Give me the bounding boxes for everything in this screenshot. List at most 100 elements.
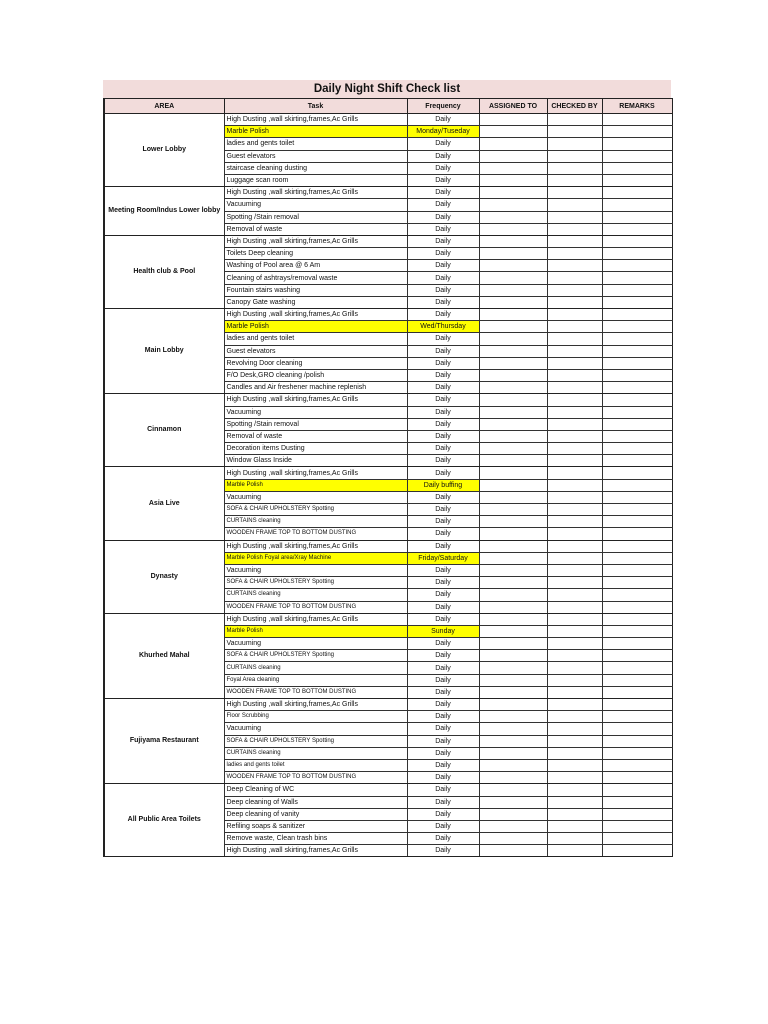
assigned-to-cell[interactable] bbox=[478, 234, 548, 249]
checked-by-cell[interactable] bbox=[546, 844, 603, 858]
assigned-to-cell[interactable] bbox=[478, 149, 548, 163]
assigned-to-cell[interactable] bbox=[478, 307, 548, 322]
remarks-cell[interactable] bbox=[601, 527, 673, 541]
checked-by-cell[interactable] bbox=[546, 563, 603, 578]
checked-by-cell[interactable] bbox=[546, 149, 603, 163]
remarks-cell[interactable] bbox=[601, 173, 673, 188]
checked-by-cell[interactable] bbox=[546, 490, 603, 505]
checked-by-cell[interactable] bbox=[546, 758, 603, 773]
remarks-cell[interactable] bbox=[601, 137, 673, 151]
assigned-to-cell[interactable] bbox=[478, 795, 548, 809]
checked-by-cell[interactable] bbox=[546, 137, 603, 151]
assigned-to-cell[interactable] bbox=[478, 722, 548, 736]
remarks-cell[interactable] bbox=[601, 649, 673, 663]
remarks-cell[interactable] bbox=[601, 612, 673, 626]
remarks-cell[interactable] bbox=[601, 454, 673, 468]
checked-by-cell[interactable] bbox=[546, 624, 603, 639]
remarks-cell[interactable] bbox=[601, 368, 673, 383]
assigned-to-cell[interactable] bbox=[478, 332, 548, 346]
remarks-cell[interactable] bbox=[601, 271, 673, 285]
remarks-cell[interactable] bbox=[601, 442, 673, 456]
remarks-cell[interactable] bbox=[601, 661, 673, 675]
assigned-to-cell[interactable] bbox=[478, 844, 548, 858]
remarks-cell[interactable] bbox=[601, 198, 673, 212]
remarks-cell[interactable] bbox=[601, 783, 673, 797]
remarks-cell[interactable] bbox=[601, 771, 673, 785]
checked-by-cell[interactable] bbox=[546, 819, 603, 834]
assigned-to-cell[interactable] bbox=[478, 588, 548, 602]
assigned-to-cell[interactable] bbox=[478, 612, 548, 626]
checked-by-cell[interactable] bbox=[546, 234, 603, 249]
remarks-cell[interactable] bbox=[601, 344, 673, 358]
assigned-to-cell[interactable] bbox=[478, 758, 548, 773]
remarks-cell[interactable] bbox=[601, 478, 673, 492]
remarks-cell[interactable] bbox=[601, 295, 673, 310]
assigned-to-cell[interactable] bbox=[478, 393, 548, 407]
remarks-cell[interactable] bbox=[601, 320, 673, 334]
remarks-cell[interactable] bbox=[601, 186, 673, 200]
remarks-cell[interactable] bbox=[601, 624, 673, 639]
checked-by-cell[interactable] bbox=[546, 588, 603, 602]
checked-by-cell[interactable] bbox=[546, 368, 603, 383]
assigned-to-cell[interactable] bbox=[478, 637, 548, 651]
assigned-to-cell[interactable] bbox=[478, 405, 548, 419]
checked-by-cell[interactable] bbox=[546, 612, 603, 626]
assigned-to-cell[interactable] bbox=[478, 259, 548, 273]
assigned-to-cell[interactable] bbox=[478, 685, 548, 700]
assigned-to-cell[interactable] bbox=[478, 222, 548, 236]
assigned-to-cell[interactable] bbox=[478, 649, 548, 663]
checked-by-cell[interactable] bbox=[546, 393, 603, 407]
checked-by-cell[interactable] bbox=[546, 527, 603, 541]
remarks-cell[interactable] bbox=[601, 466, 673, 480]
checked-by-cell[interactable] bbox=[546, 198, 603, 212]
assigned-to-cell[interactable] bbox=[478, 661, 548, 675]
remarks-cell[interactable] bbox=[601, 234, 673, 249]
checked-by-cell[interactable] bbox=[546, 259, 603, 273]
checked-by-cell[interactable] bbox=[546, 551, 603, 565]
checked-by-cell[interactable] bbox=[546, 600, 603, 614]
assigned-to-cell[interactable] bbox=[478, 137, 548, 151]
assigned-to-cell[interactable] bbox=[478, 710, 548, 724]
checked-by-cell[interactable] bbox=[546, 466, 603, 480]
remarks-cell[interactable] bbox=[601, 356, 673, 370]
assigned-to-cell[interactable] bbox=[478, 271, 548, 285]
remarks-cell[interactable] bbox=[601, 393, 673, 407]
checked-by-cell[interactable] bbox=[546, 295, 603, 310]
checked-by-cell[interactable] bbox=[546, 734, 603, 748]
assigned-to-cell[interactable] bbox=[478, 624, 548, 639]
assigned-to-cell[interactable] bbox=[478, 746, 548, 760]
checked-by-cell[interactable] bbox=[546, 783, 603, 797]
checked-by-cell[interactable] bbox=[546, 454, 603, 468]
assigned-to-cell[interactable] bbox=[478, 515, 548, 529]
checked-by-cell[interactable] bbox=[546, 795, 603, 809]
remarks-cell[interactable] bbox=[601, 697, 673, 712]
remarks-cell[interactable] bbox=[601, 417, 673, 431]
assigned-to-cell[interactable] bbox=[478, 210, 548, 224]
assigned-to-cell[interactable] bbox=[478, 356, 548, 370]
remarks-cell[interactable] bbox=[601, 502, 673, 517]
assigned-to-cell[interactable] bbox=[478, 600, 548, 614]
remarks-cell[interactable] bbox=[601, 125, 673, 139]
checked-by-cell[interactable] bbox=[546, 344, 603, 358]
checked-by-cell[interactable] bbox=[546, 539, 603, 553]
checked-by-cell[interactable] bbox=[546, 381, 603, 395]
remarks-cell[interactable] bbox=[601, 722, 673, 736]
checked-by-cell[interactable] bbox=[546, 746, 603, 760]
checked-by-cell[interactable] bbox=[546, 173, 603, 188]
checked-by-cell[interactable] bbox=[546, 576, 603, 590]
checked-by-cell[interactable] bbox=[546, 685, 603, 700]
checked-by-cell[interactable] bbox=[546, 637, 603, 651]
assigned-to-cell[interactable] bbox=[478, 283, 548, 297]
assigned-to-cell[interactable] bbox=[478, 478, 548, 492]
remarks-cell[interactable] bbox=[601, 710, 673, 724]
remarks-cell[interactable] bbox=[601, 222, 673, 236]
checked-by-cell[interactable] bbox=[546, 356, 603, 370]
checked-by-cell[interactable] bbox=[546, 186, 603, 200]
assigned-to-cell[interactable] bbox=[478, 417, 548, 431]
assigned-to-cell[interactable] bbox=[478, 173, 548, 188]
assigned-to-cell[interactable] bbox=[478, 368, 548, 383]
checked-by-cell[interactable] bbox=[546, 673, 603, 687]
remarks-cell[interactable] bbox=[601, 685, 673, 700]
checked-by-cell[interactable] bbox=[546, 332, 603, 346]
checked-by-cell[interactable] bbox=[546, 515, 603, 529]
